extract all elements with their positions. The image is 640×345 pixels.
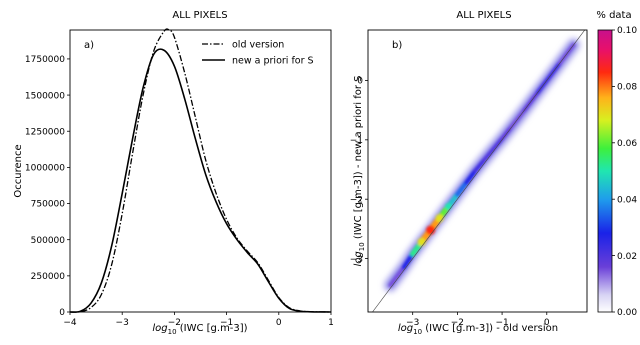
panel-b-title: ALL PIXELS xyxy=(456,10,511,21)
density-peak xyxy=(435,214,444,223)
panel-b-y-tick-label: −3 xyxy=(350,255,363,265)
panel-a-series xyxy=(69,28,332,313)
panel-a-axes-frame xyxy=(69,29,332,313)
panel-b-y-tick-label: 0 xyxy=(357,77,363,87)
panel-a-x-axis-label-rest: (IWC [g.m-3]) xyxy=(177,323,248,334)
panel-a-label: a) xyxy=(84,40,94,51)
density-segment xyxy=(388,265,406,288)
panel-b-x-axis-label-sub: 10 xyxy=(413,328,422,336)
panel-a-x-tick-label: 1 xyxy=(328,318,334,328)
panel-b-y-tick-label: −2 xyxy=(350,195,363,205)
panel-a-title: ALL PIXELS xyxy=(172,10,227,21)
panel-a-y-tick-label: 1000000 xyxy=(25,164,65,174)
panel-b-y-axis-label-rest: (IWC [g.m-3]) - new a priori for S xyxy=(353,75,364,242)
panel-b-y-ticks: −3 −2 −1 0 xyxy=(350,77,368,265)
panel-b-x-axis-label-log: log xyxy=(398,323,413,334)
legend-label-new-a-priori: new a priori for S xyxy=(232,56,314,67)
panel-b-x-tick-label: 0 xyxy=(544,318,550,328)
colorbar-tick-label: 0.00 xyxy=(617,308,637,318)
panel-b-y-tick-label: −1 xyxy=(350,136,363,146)
density-segment xyxy=(464,168,478,185)
panel-a-x-axis-label: log10 (IWC [g.m-3]) xyxy=(152,323,247,336)
panel-b-x-tick-label: −3 xyxy=(406,318,419,328)
legend-label-old-version: old version xyxy=(232,40,284,51)
panel-a-y-ticks: 0 250000 500000 750000 1000000 1250000 1500000… xyxy=(25,55,70,318)
panel-a-x-ticks: −4 −3 −2 −1 0 1 xyxy=(63,312,334,328)
series-line-new-a-priori xyxy=(69,48,332,313)
colorbar-gradient xyxy=(597,29,613,313)
series-line-old-version xyxy=(69,28,332,313)
density-peak xyxy=(444,202,452,210)
panel-a-y-tick-label: 250000 xyxy=(31,272,66,282)
panel-b-x-axis-label-rest: (IWC [g.m-3]) - old version xyxy=(422,323,558,334)
panel-a-y-axis-label: Occurence xyxy=(13,144,24,197)
panel-a-x-tick-label: −3 xyxy=(116,318,129,328)
panel-a-y-tick-label: 1750000 xyxy=(25,55,65,65)
panel-a-x-axis-label-sub: 10 xyxy=(168,328,177,336)
panel-a-x-tick-label: −1 xyxy=(220,318,233,328)
panel-a-x-tick-label: −4 xyxy=(63,318,77,328)
density-peak xyxy=(425,225,436,235)
colorbar-tick-label: 0.10 xyxy=(617,26,637,36)
panel-b-y-axis-label-log: log xyxy=(353,251,364,266)
colorbar-tick-label: 0.08 xyxy=(617,83,637,93)
density-peak xyxy=(417,237,426,247)
density-segment xyxy=(455,180,469,197)
panel-a-legend: old version new a priori for S xyxy=(202,40,314,67)
panel-a-y-tick-label: 750000 xyxy=(31,200,66,210)
colorbar-ticks: 0.00 0.02 0.04 0.06 0.08 0.10 xyxy=(612,26,637,318)
panel-a-x-tick-label: −2 xyxy=(168,318,181,328)
panel-b-axes-frame xyxy=(367,29,588,313)
colorbar-tick-label: 0.04 xyxy=(617,195,637,205)
colorbar-tick-label: 0.06 xyxy=(617,139,637,149)
panel-b-x-tick-label: −2 xyxy=(451,318,464,328)
panel-a-line-chart: ALL PIXELS −4 −3 −2 −1 0 1 0 250000 500000 75000… xyxy=(13,10,334,336)
colorbar-tick-label: 0.02 xyxy=(617,252,637,262)
panel-b-x-tick-label: −1 xyxy=(495,318,508,328)
density-segment xyxy=(500,125,513,141)
panel-b-reference-line xyxy=(372,30,586,312)
density-segment xyxy=(482,147,496,162)
panel-a-y-tick-label: 1250000 xyxy=(25,127,65,137)
density-segment xyxy=(401,251,415,270)
panel-b-y-axis-label-sub: 10 xyxy=(358,242,366,251)
panel-a-x-tick-label: 0 xyxy=(276,318,282,328)
panel-b-label: b) xyxy=(392,40,402,51)
panel-a-x-axis-label-log: log xyxy=(152,323,167,334)
panel-b-x-ticks: −3 −2 −1 0 xyxy=(406,312,550,328)
panel-b-density-chart: ALL PIXELS −3 −2 −1 0 −3−2−10 b) log10 (IWC… xyxy=(350,10,588,336)
density-segment xyxy=(491,136,505,152)
density-segment xyxy=(473,158,487,173)
panel-b-x-axis-label: log10 (IWC [g.m-3]) - old version xyxy=(398,323,558,336)
panel-a-y-tick-label: 0 xyxy=(59,308,65,318)
panel-a-y-tick-label: 1500000 xyxy=(25,91,65,101)
panel-a-y-tick-label: 500000 xyxy=(31,236,66,246)
panel-b-y-axis-label: log10 (IWC [g.m-3]) - new a priori for S xyxy=(353,75,366,266)
colorbar-label: % data xyxy=(596,10,631,21)
colorbar: % data 0.00 0.02 0.04 0.06 0.08 0.10 xyxy=(596,10,637,318)
